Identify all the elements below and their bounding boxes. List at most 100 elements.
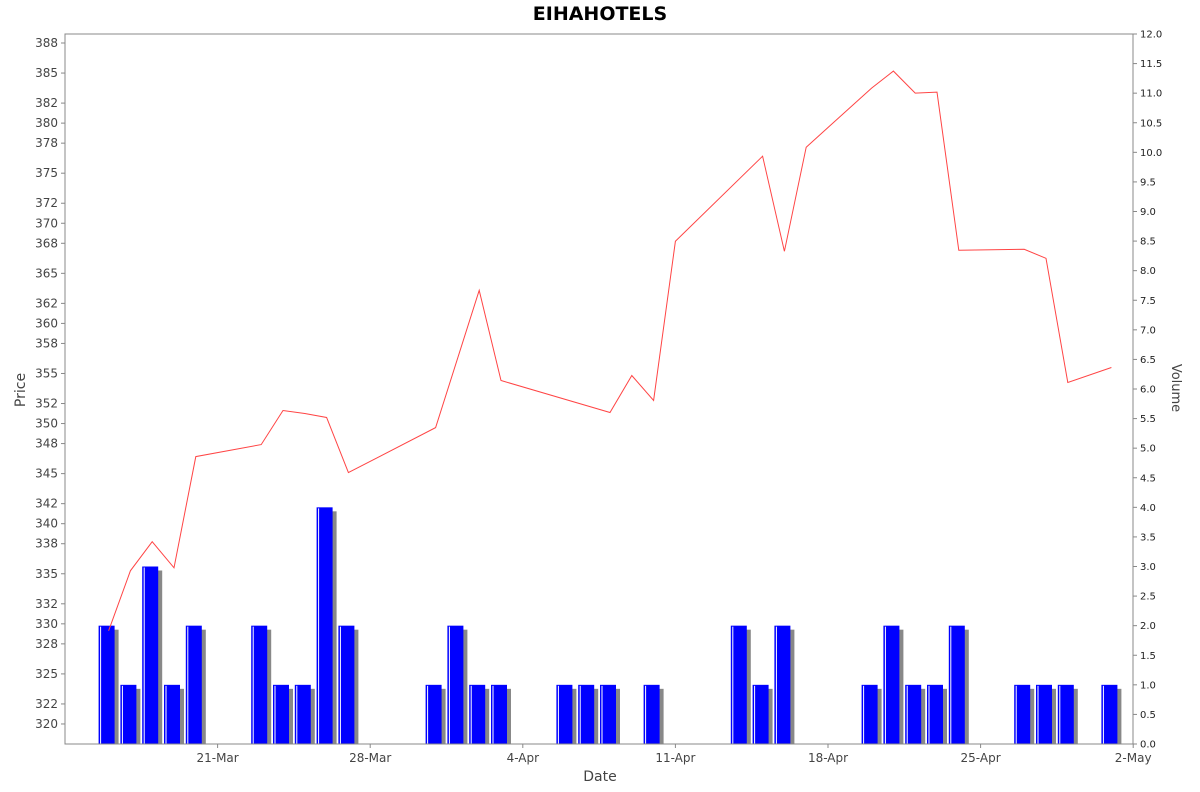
- x-tick-label: 11-Apr: [655, 751, 695, 765]
- y-tick-label: 352: [35, 397, 58, 411]
- y2-tick-label: 2.5: [1140, 592, 1156, 603]
- y-axis-ticks: 320 322 325 328 330 332 335 338 340 342 345 348 350 3…: [35, 36, 65, 731]
- volume-bar: [273, 684, 289, 744]
- volume-bar: [883, 625, 900, 744]
- y-tick-label: 350: [35, 417, 58, 431]
- y2-tick-label: 9.5: [1140, 177, 1156, 188]
- x-tick-label: 2-May: [1115, 751, 1152, 765]
- y-tick-label: 335: [35, 567, 58, 581]
- volume-bar: [774, 625, 791, 744]
- volume-bar: [491, 684, 507, 744]
- x-tick-label: 18-Apr: [808, 751, 848, 765]
- y-tick-label: 338: [35, 537, 58, 551]
- y2-tick-label: 0.0: [1140, 740, 1156, 751]
- volume-bar: [338, 625, 355, 744]
- x-axis-ticks: 21-Mar 28-Mar 4-Apr 11-Apr 18-Apr 25-Apr 2-May: [196, 744, 1152, 765]
- y2-tick-label: 9.0: [1140, 207, 1156, 218]
- volume-bar: [98, 625, 115, 744]
- y-tick-label: 325: [35, 667, 58, 681]
- y2-tick-label: 10.5: [1140, 118, 1162, 129]
- y-tick-label: 375: [35, 166, 58, 180]
- y2-tick-label: 12.0: [1140, 30, 1162, 41]
- y-tick-label: 332: [35, 597, 58, 611]
- y2-tick-label: 5.5: [1140, 414, 1156, 425]
- x-axis-label: Date: [583, 769, 616, 785]
- y-tick-label: 382: [35, 96, 58, 110]
- volume-bars: [98, 507, 1122, 744]
- plot-area: [64, 33, 1134, 745]
- y2-tick-label: 1.5: [1140, 651, 1156, 662]
- y2-axis-label: Volume: [1168, 364, 1183, 412]
- y-tick-label: 345: [35, 467, 58, 481]
- volume-bar: [600, 684, 616, 744]
- chart-title: EIHAHOTELS: [533, 3, 667, 25]
- x-tick-label: 25-Apr: [961, 751, 1001, 765]
- volume-bar: [142, 566, 159, 744]
- volume-bar: [185, 625, 202, 744]
- y-axis-label: Price: [13, 373, 29, 407]
- volume-bar: [1036, 684, 1052, 744]
- y2-tick-label: 7.0: [1140, 325, 1156, 336]
- y-tick-label: 388: [35, 36, 58, 50]
- volume-bar: [578, 684, 595, 744]
- y-tick-label: 365: [35, 266, 58, 280]
- y2-tick-label: 0.5: [1140, 710, 1156, 721]
- volume-bar: [251, 625, 268, 744]
- y-tick-label: 372: [35, 196, 58, 210]
- y2-tick-label: 6.0: [1140, 385, 1156, 396]
- y-tick-label: 385: [35, 66, 58, 80]
- y2-tick-label: 3.0: [1140, 562, 1156, 573]
- volume-bar: [1057, 684, 1074, 744]
- volume-bar: [164, 684, 180, 744]
- volume-bar: [425, 684, 442, 744]
- volume-bar: [927, 684, 943, 744]
- volume-bar: [294, 684, 311, 744]
- y-tick-label: 378: [35, 136, 58, 150]
- y-tick-label: 370: [35, 216, 58, 230]
- volume-bar: [120, 684, 137, 744]
- y2-tick-label: 4.5: [1140, 473, 1156, 484]
- volume-bar: [643, 684, 660, 744]
- y-tick-label: 328: [35, 637, 58, 651]
- y2-tick-label: 4.0: [1140, 503, 1156, 514]
- y-tick-label: 320: [35, 717, 58, 731]
- volume-bar: [1101, 684, 1118, 744]
- y2-tick-label: 11.5: [1140, 59, 1162, 70]
- x-tick-label: 21-Mar: [196, 751, 238, 765]
- y2-tick-label: 8.5: [1140, 237, 1156, 248]
- y2-tick-label: 8.0: [1140, 266, 1156, 277]
- volume-bar: [905, 684, 922, 744]
- y-tick-label: 368: [35, 236, 58, 250]
- y2-tick-label: 7.5: [1140, 296, 1156, 307]
- y2-tick-label: 3.5: [1140, 532, 1156, 543]
- y2-tick-label: 2.0: [1140, 621, 1156, 632]
- y2-tick-label: 11.0: [1140, 89, 1162, 100]
- y-tick-label: 330: [35, 617, 58, 631]
- y-tick-label: 340: [35, 517, 58, 531]
- y2-tick-label: 6.5: [1140, 355, 1156, 366]
- volume-bar: [316, 507, 333, 744]
- y-tick-label: 342: [35, 497, 58, 511]
- x-tick-label: 28-Mar: [349, 751, 391, 765]
- y2-tick-label: 1.0: [1140, 680, 1156, 691]
- y2-axis-ticks: 0.0 0.5 1.0 1.5 2.0 2.5 3.0 3.5 4.0 4.5 5.0 5.5 6.0 6…: [1133, 30, 1162, 751]
- price-line: [108, 70, 1112, 631]
- volume-bar: [752, 684, 769, 744]
- y-tick-label: 355: [35, 366, 58, 380]
- y-tick-label: 380: [35, 116, 58, 130]
- volume-bar: [861, 684, 878, 744]
- volume-bar: [730, 625, 747, 744]
- volume-bar: [948, 625, 965, 744]
- x-tick-label: 4-Apr: [507, 751, 540, 765]
- y-tick-label: 358: [35, 336, 58, 350]
- y2-tick-label: 10.0: [1140, 148, 1162, 159]
- volume-bar: [1014, 684, 1031, 744]
- volume-bar: [447, 625, 464, 744]
- volume-bar: [556, 684, 573, 744]
- y-tick-label: 360: [35, 316, 58, 330]
- y2-tick-label: 5.0: [1140, 444, 1156, 455]
- volume-bar: [469, 684, 486, 744]
- y-tick-label: 362: [35, 296, 58, 310]
- y-tick-label: 348: [35, 437, 58, 451]
